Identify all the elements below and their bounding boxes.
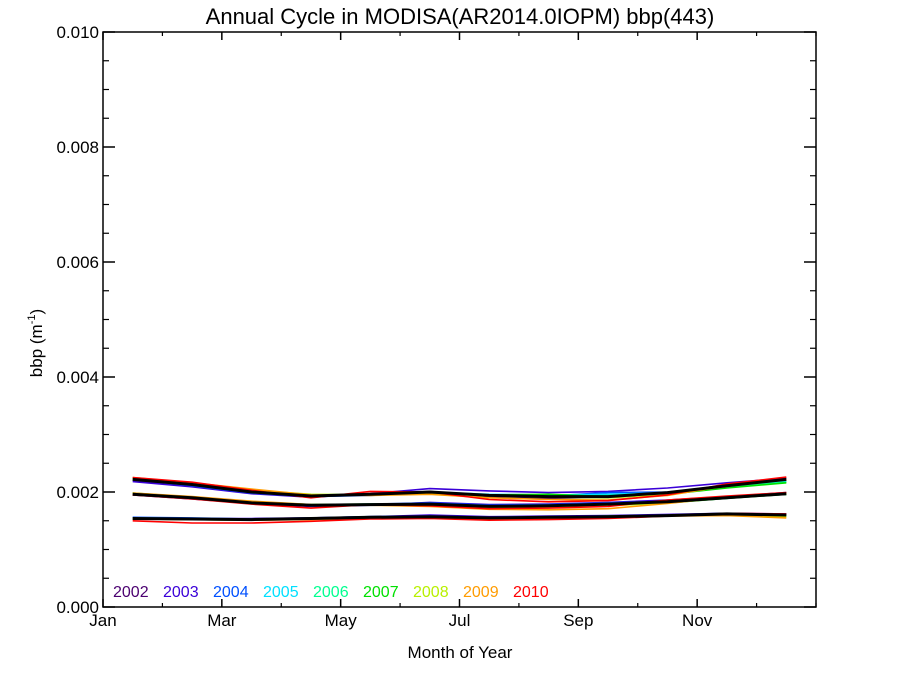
y-axis-title-sup: -1 bbox=[26, 314, 38, 324]
y-tick-label: 0.006 bbox=[56, 253, 99, 272]
legend-entry: 2007 bbox=[363, 584, 399, 601]
legend: 2002 2003 2004 2005 2006 2007 2008 2009 2010 bbox=[113, 584, 549, 601]
series-line-upper bbox=[132, 476, 787, 503]
plot-frame bbox=[102, 31, 817, 608]
chart-title: Annual Cycle in MODISA(AR2014.0IOPM) bbp… bbox=[206, 4, 715, 29]
x-tick-label: Jul bbox=[449, 611, 471, 630]
legend-entry: 2005 bbox=[263, 584, 299, 601]
y-tick-label: 0.010 bbox=[56, 23, 99, 42]
y-axis-title: bbp (m-1) bbox=[26, 309, 46, 377]
mean-line-lower bbox=[132, 512, 787, 522]
x-tick-label: Jan bbox=[89, 611, 116, 630]
legend-entry: 2006 bbox=[313, 584, 349, 601]
x-tick-label: May bbox=[325, 611, 358, 630]
y-tick-label: 0.002 bbox=[56, 483, 99, 502]
x-tick-label: Nov bbox=[682, 611, 713, 630]
legend-entry: 2010 bbox=[513, 584, 549, 601]
series-layer bbox=[132, 476, 787, 524]
x-tick-label: Sep bbox=[563, 611, 593, 630]
legend-entry: 2002 bbox=[113, 584, 149, 601]
x-axis: Jan Mar May Jul Sep Nov bbox=[89, 32, 817, 630]
mean-line-middle bbox=[132, 492, 787, 508]
x-axis-title: Month of Year bbox=[408, 643, 513, 662]
legend-entry: 2009 bbox=[463, 584, 499, 601]
y-tick-label: 0.008 bbox=[56, 138, 99, 157]
y-axis-title-close: ) bbox=[27, 309, 46, 315]
x-tick-label: Mar bbox=[207, 611, 237, 630]
y-axis: 0.000 0.002 0.004 0.006 0.008 0.010 bbox=[56, 23, 816, 617]
y-axis-title-main: bbp (m bbox=[27, 324, 46, 377]
mean-line-upper bbox=[132, 477, 787, 499]
y-tick-label: 0.004 bbox=[56, 368, 99, 387]
y-tick-label: 0.000 bbox=[56, 598, 99, 617]
legend-entry: 2008 bbox=[413, 584, 449, 601]
legend-entry: 2004 bbox=[213, 584, 249, 601]
legend-entry: 2003 bbox=[163, 584, 199, 601]
